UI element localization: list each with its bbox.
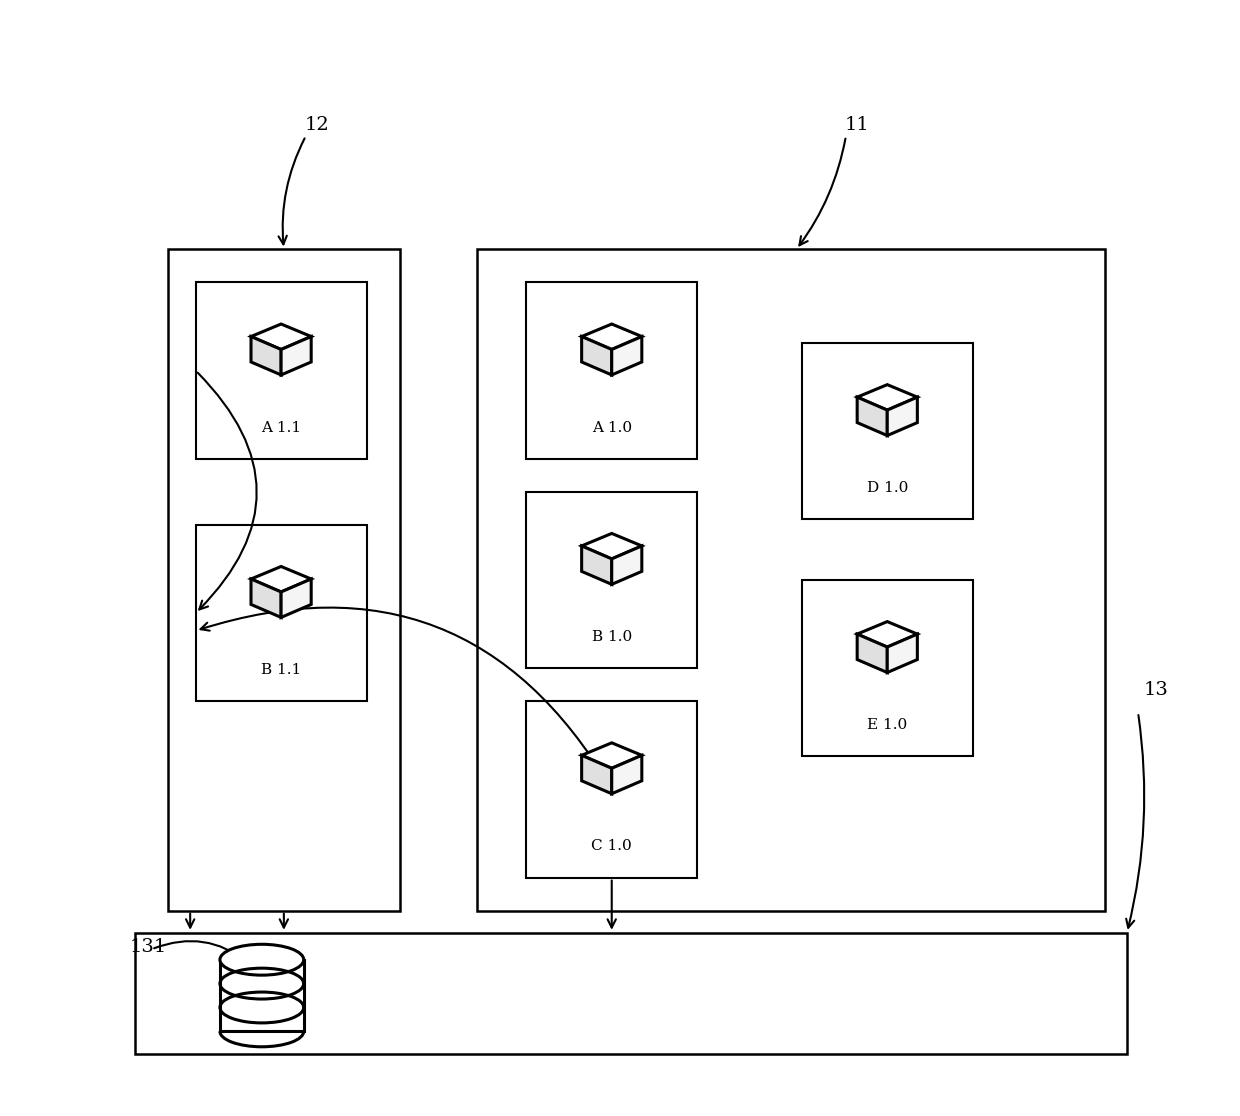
Bar [802, 580, 972, 757]
Text: A 1.0: A 1.0 [591, 421, 632, 434]
Polygon shape [250, 579, 281, 617]
Text: C 1.0: C 1.0 [591, 839, 632, 854]
Bar [526, 282, 697, 459]
Polygon shape [281, 579, 311, 617]
Bar [135, 933, 1127, 1054]
Polygon shape [611, 756, 642, 793]
Polygon shape [611, 546, 642, 585]
Polygon shape [250, 337, 281, 375]
Bar [196, 282, 367, 459]
Bar [169, 249, 399, 911]
Polygon shape [888, 397, 918, 435]
Polygon shape [250, 567, 311, 591]
Polygon shape [582, 337, 611, 375]
Polygon shape [582, 324, 642, 349]
Polygon shape [582, 743, 642, 768]
Text: 12: 12 [305, 116, 330, 134]
Text: B 1.1: B 1.1 [260, 663, 301, 677]
Text: E 1.0: E 1.0 [867, 718, 908, 732]
Polygon shape [281, 337, 311, 375]
Polygon shape [857, 385, 918, 410]
Polygon shape [582, 756, 611, 793]
Polygon shape [857, 397, 888, 435]
Polygon shape [611, 337, 642, 375]
Polygon shape [857, 634, 888, 673]
Polygon shape [582, 546, 611, 585]
Polygon shape [888, 634, 918, 673]
Polygon shape [250, 324, 311, 349]
Text: 11: 11 [844, 116, 869, 134]
Bar [476, 249, 1105, 911]
Text: B 1.0: B 1.0 [591, 629, 632, 644]
Bar [219, 960, 304, 1031]
Text: 131: 131 [129, 939, 167, 956]
Bar [196, 525, 367, 701]
Ellipse shape [219, 944, 304, 975]
Text: A 1.1: A 1.1 [262, 421, 301, 434]
Text: 13: 13 [1143, 681, 1168, 700]
Bar [526, 492, 697, 668]
Polygon shape [857, 622, 918, 647]
Bar [802, 343, 972, 519]
Text: D 1.0: D 1.0 [867, 481, 908, 496]
Polygon shape [582, 533, 642, 559]
Bar [526, 701, 697, 877]
